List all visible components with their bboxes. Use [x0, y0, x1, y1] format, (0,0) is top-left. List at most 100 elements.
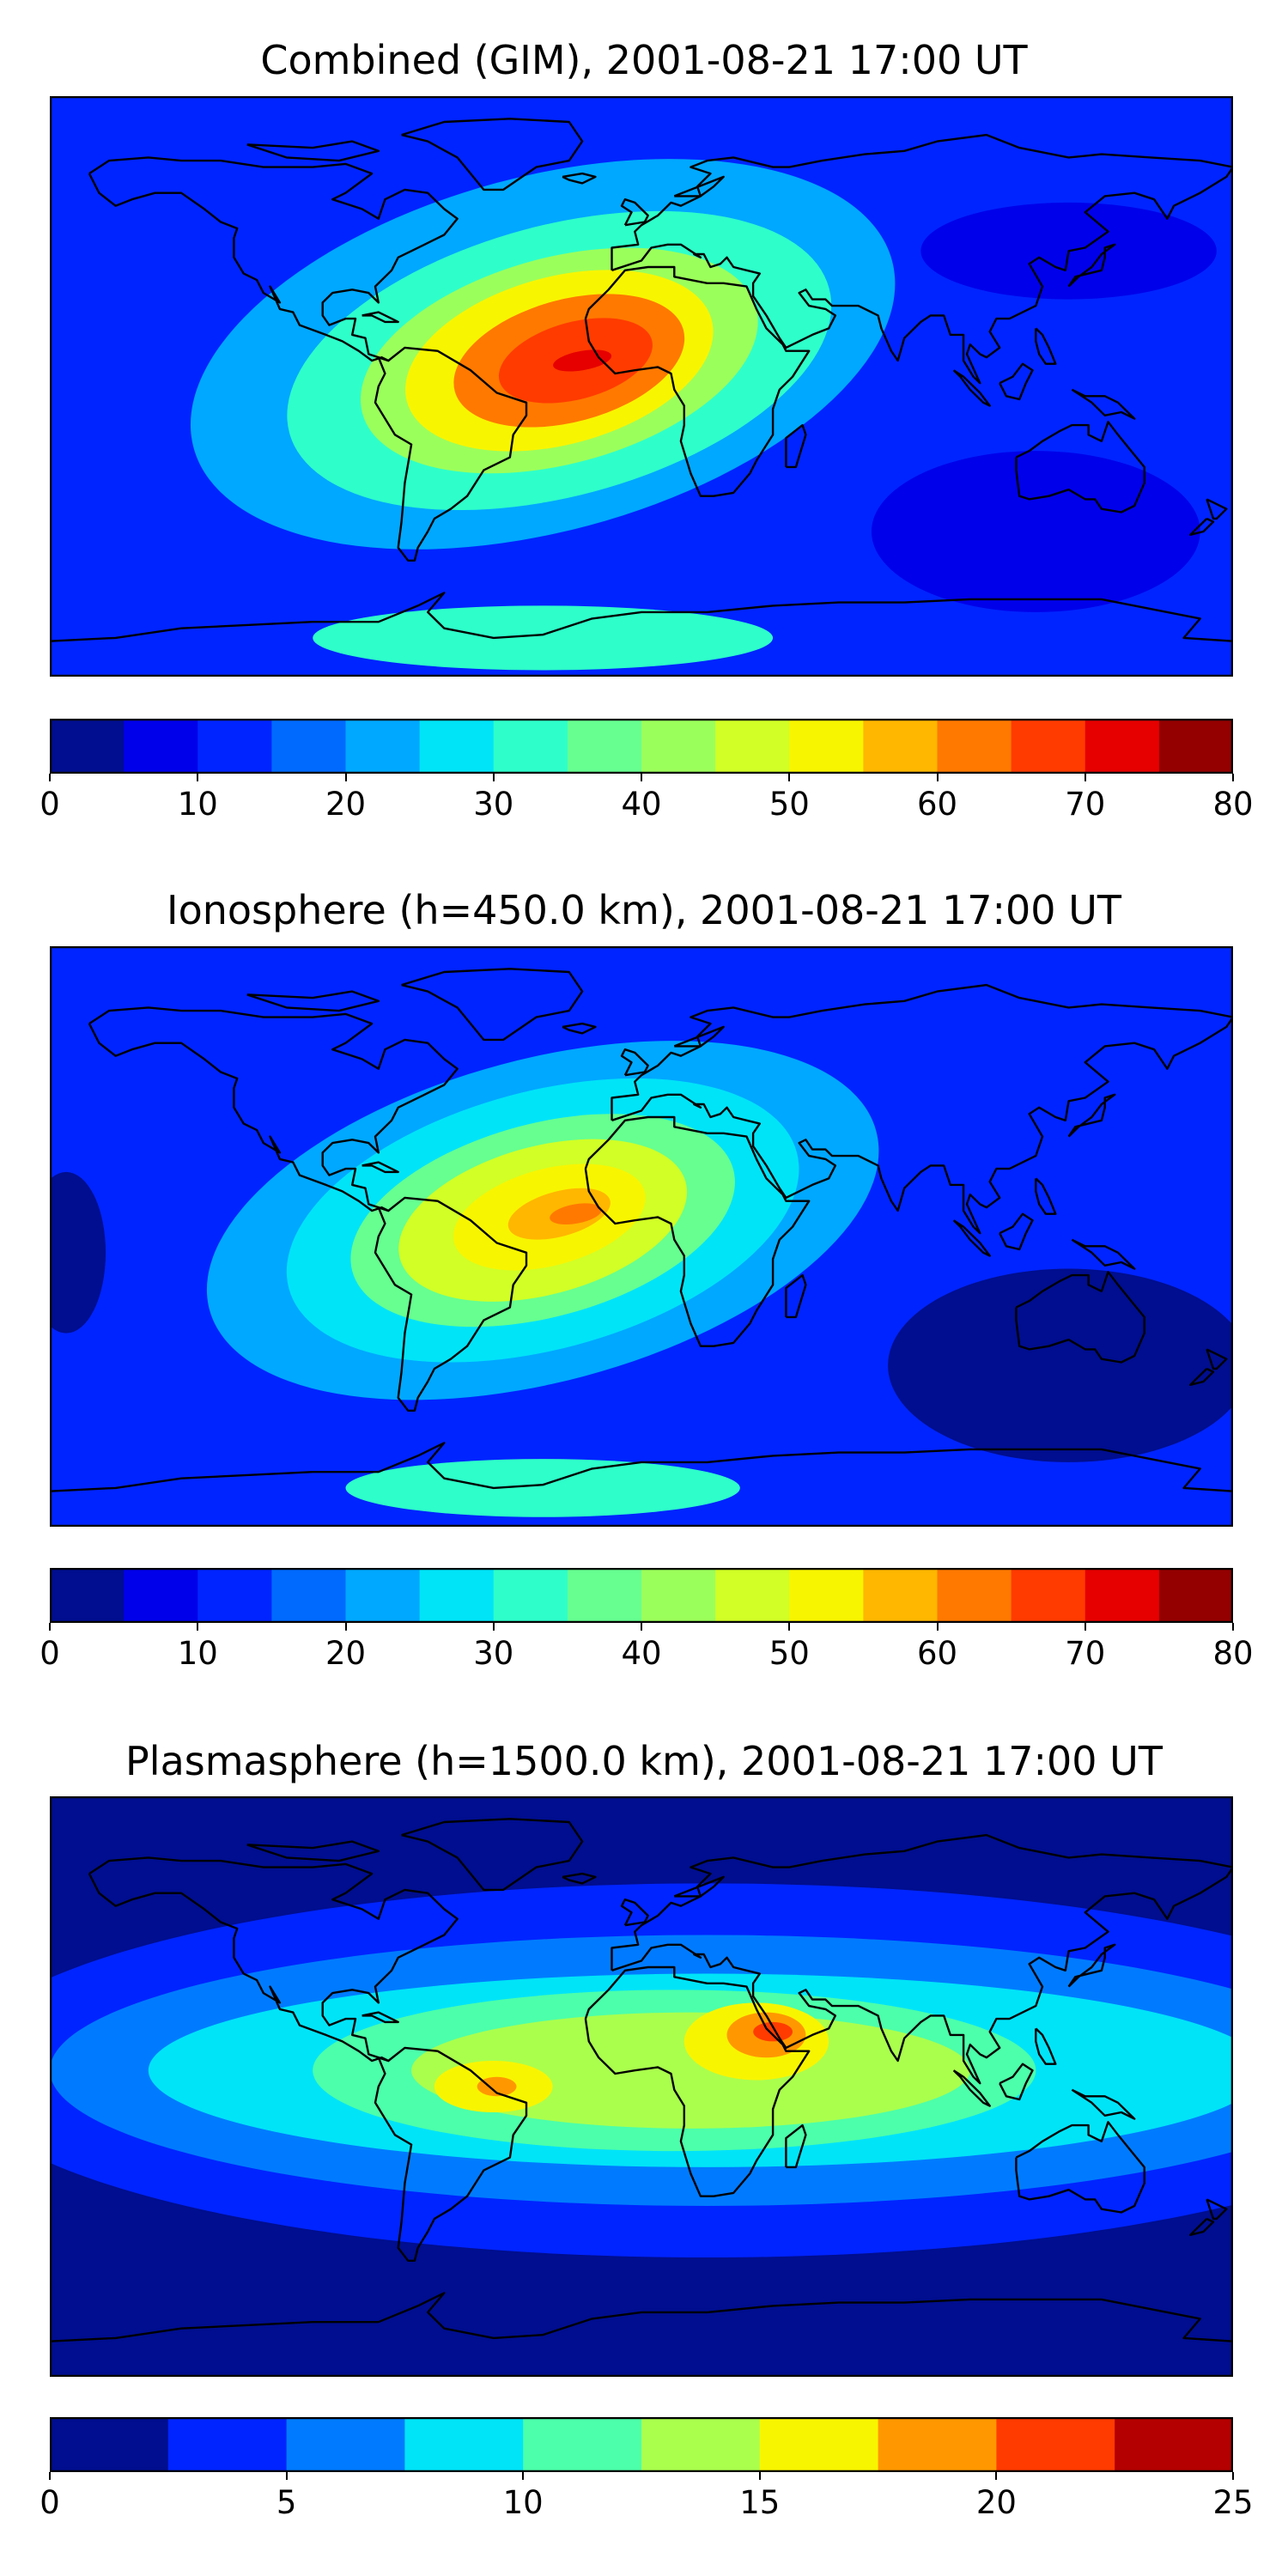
coastline-eurasia [611, 1833, 1233, 2085]
coastline-north-america [88, 1006, 459, 1212]
coastline-arctic-islands [246, 140, 380, 162]
coastline-borneo [999, 2063, 1034, 2101]
coastline-antarctica [50, 1442, 1233, 1492]
colorbar-segment [641, 719, 716, 774]
field-region [411, 2012, 970, 2129]
coastline-madagascar [785, 1273, 807, 1319]
colorbar-segment [493, 719, 568, 774]
colorbar-tick [197, 774, 199, 781]
coastline-antarctica [50, 2292, 1233, 2342]
colorbar-segment [789, 1568, 864, 1623]
colorbar-segment [1084, 719, 1160, 774]
colorbar-tick [285, 2472, 288, 2480]
coastline-new-zealand [1206, 1348, 1228, 1370]
map-frame [50, 946, 1233, 1527]
colorbar-tick-label: 15 [739, 2484, 781, 2521]
colorbar-tick [49, 2472, 51, 2480]
field-region [550, 1203, 602, 1225]
coastline-britain [620, 197, 649, 227]
colorbar-segment [715, 1568, 790, 1623]
coastline-australia [1015, 2121, 1145, 2214]
coastline-north-america [88, 1856, 459, 2063]
colorbar-tick [1084, 774, 1086, 781]
colorbar-segment [1011, 1568, 1086, 1623]
coastline-arctic-islands [246, 990, 380, 1012]
coastline-cuba [361, 1161, 399, 1174]
colorbar-tick [344, 774, 347, 781]
colorbar-tick-label: 10 [177, 1635, 218, 1672]
colorbar-segment [863, 1568, 938, 1623]
colorbar-tick [1232, 2472, 1234, 2480]
colorbar-segment [50, 1568, 125, 1623]
coastline-antarctica [50, 592, 1233, 642]
colorbar-tick-label: 80 [1212, 1635, 1254, 1672]
colorbar-frame [50, 1568, 1233, 1623]
colorbar-tick-label: 20 [325, 786, 367, 823]
colorbar-segment [641, 1568, 716, 1623]
coastline-iceland [562, 1022, 597, 1035]
colorbar-segment [567, 1568, 642, 1623]
colorbar-tick [492, 774, 495, 781]
field-region [871, 451, 1200, 612]
colorbar-tick-label: 40 [621, 786, 662, 823]
map-plasmasphere [50, 1796, 1233, 2377]
coastline-britain [620, 1898, 649, 1927]
coastline-philippines [1035, 2027, 1057, 2065]
colorbar-tick [641, 774, 642, 781]
colorbar-tick [1232, 774, 1234, 781]
colorbar-segment [404, 2417, 524, 2472]
coastline-iceland [562, 172, 597, 185]
colorbar-ionosphere [50, 1568, 1233, 1623]
coastline-sumatra [952, 369, 991, 407]
colorbar-combined [50, 719, 1233, 774]
colorbar-tick [344, 1623, 347, 1631]
colorbar-tick-label: 40 [621, 1635, 662, 1672]
coastline-africa [584, 1115, 811, 1347]
colorbar-segment [345, 719, 421, 774]
field-region [50, 1171, 106, 1334]
field-region [753, 2021, 793, 2042]
colorbar-segment [759, 2417, 879, 2472]
colorbar-frame [50, 719, 1233, 774]
colorbar-tick [995, 2472, 998, 2480]
coastline-madagascar [785, 2123, 807, 2169]
colorbar-segment [937, 1568, 1012, 1623]
coastline-new-zealand [1206, 498, 1228, 520]
colorbar-tick [936, 1623, 939, 1631]
map-ionosphere [50, 946, 1233, 1527]
field-region [477, 2076, 517, 2097]
colorbar-tick-label: 20 [975, 2484, 1017, 2521]
colorbar-segment [1158, 719, 1233, 774]
colorbar-segment [567, 719, 642, 774]
colorbar-tick-label: 50 [769, 786, 810, 823]
colorbar-tick [49, 1623, 51, 1631]
coastline-greenland [401, 118, 584, 191]
colorbar-segment [345, 1568, 421, 1623]
field-region [313, 605, 774, 671]
colorbar-segment [1011, 719, 1086, 774]
coastline-greenland [401, 968, 584, 1042]
coastline-new-guinea [1071, 1238, 1136, 1270]
colorbar-segment [167, 2417, 288, 2472]
coastline-scandinavia-sea [673, 175, 725, 197]
map-frame [50, 96, 1233, 677]
coastline-japan [1067, 1943, 1116, 1988]
coastline-africa [584, 1965, 811, 2197]
colorbar-segment [1084, 1568, 1160, 1623]
coastline-iceland [562, 1872, 597, 1885]
panel-title-combined: Combined (GIM), 2001-08-21 17:00 UT [260, 37, 1028, 83]
coastline-philippines [1035, 1177, 1057, 1215]
colorbar-segment [1158, 1568, 1233, 1623]
coastline-philippines [1035, 327, 1057, 365]
colorbar-tick-label: 5 [276, 2484, 297, 2521]
colorbar-tick-label: 20 [325, 1635, 367, 1672]
coastline-scandinavia-sea [673, 1025, 725, 1048]
colorbar-segment [1115, 2417, 1233, 2472]
colorbar-tick-label: 80 [1212, 786, 1254, 823]
coastline-new-zealand-south [1188, 2217, 1215, 2236]
colorbar-segment [197, 1568, 272, 1623]
coastline-madagascar [785, 423, 807, 469]
coastline-south-america [374, 346, 528, 562]
coastline-australia [1015, 1271, 1145, 1364]
colorbar-tick [492, 1623, 495, 1631]
